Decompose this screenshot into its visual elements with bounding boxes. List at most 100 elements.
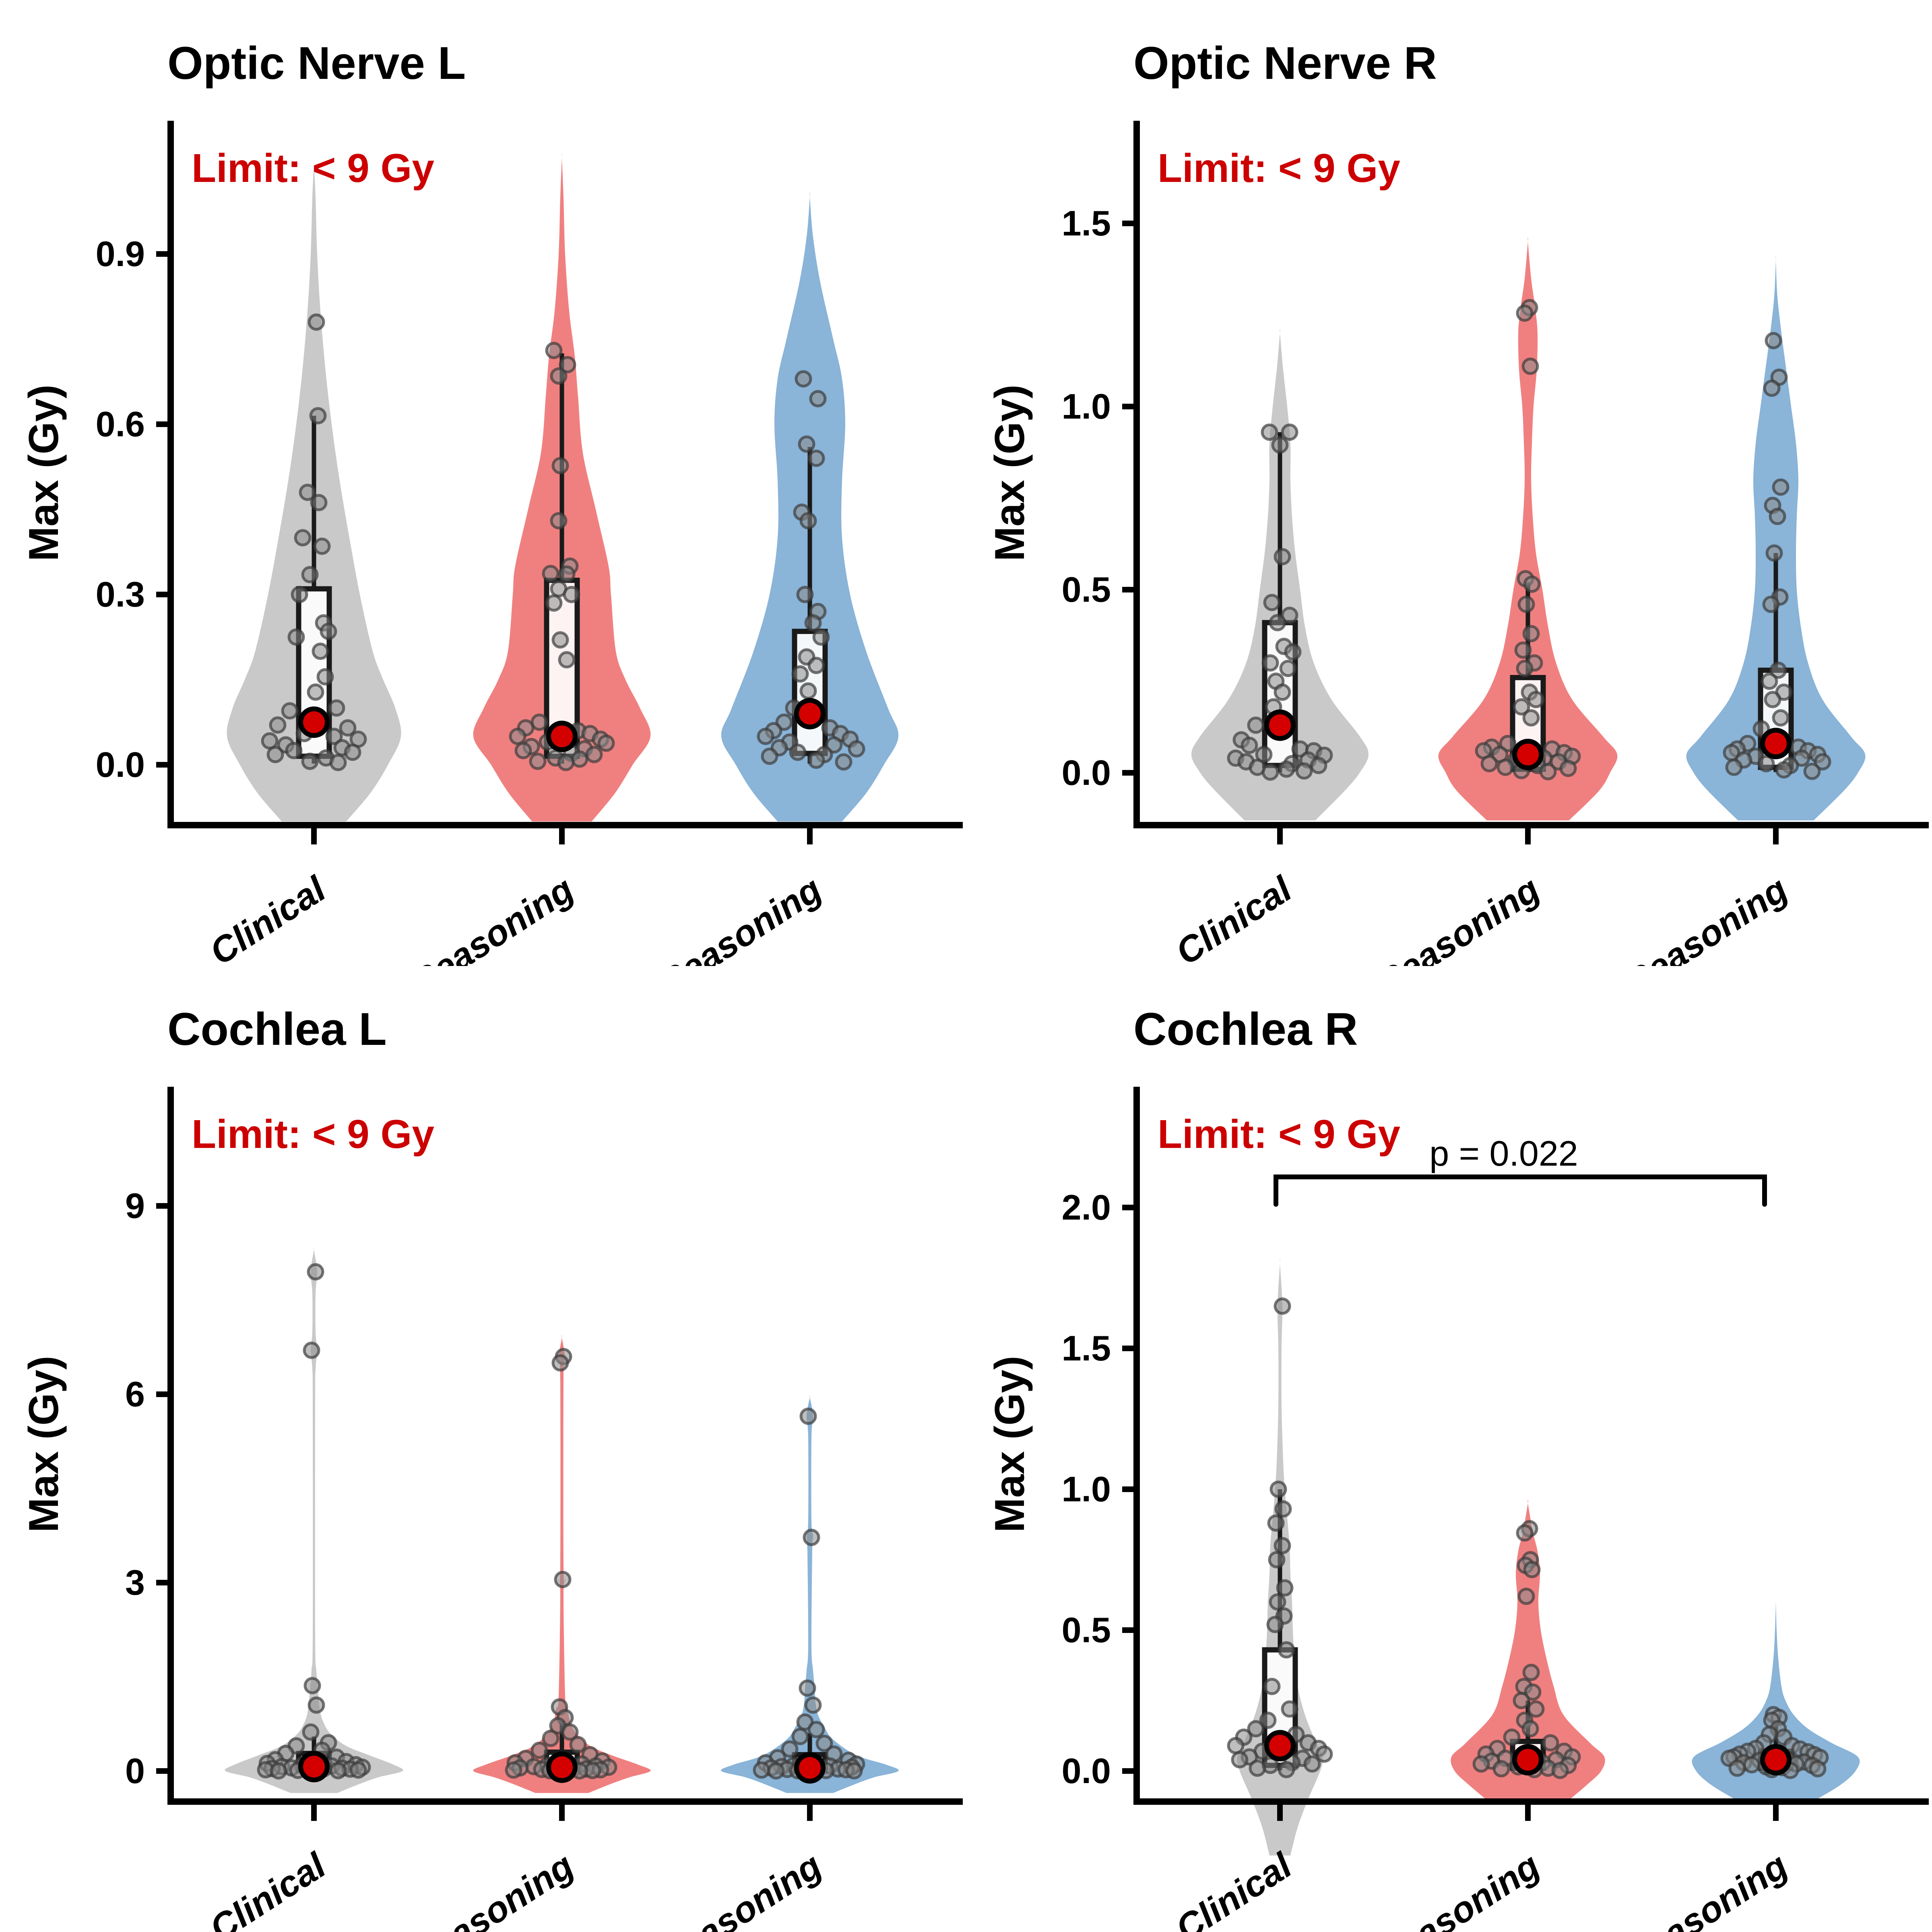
jitter-point (558, 651, 576, 669)
jitter-point (1523, 575, 1541, 593)
jitter-point (781, 1740, 799, 1758)
jitter-point (1521, 1720, 1539, 1738)
jitter-point (302, 1723, 320, 1741)
jitter-point (329, 753, 347, 771)
jitter-point (270, 1762, 287, 1780)
jitter-point (1278, 1761, 1295, 1778)
y-tick-label: 0.0 (96, 745, 145, 784)
y-tick-label: 0.5 (1062, 1610, 1111, 1650)
jitter-point (308, 1696, 325, 1714)
jitter-point (294, 529, 312, 547)
jitter-point (799, 1679, 816, 1697)
mean-dot-reasoning (1760, 1744, 1792, 1775)
jitter-point (349, 1761, 367, 1779)
jitter-point (299, 483, 316, 501)
violin-reasoning (1686, 255, 1866, 821)
jitter-point (545, 594, 563, 612)
jitter-point (1527, 1700, 1545, 1718)
jitter-point (1762, 595, 1780, 613)
jitter-point (1295, 762, 1313, 780)
jitter-point (1268, 1551, 1286, 1569)
jitter-point (1524, 1683, 1542, 1701)
y-tick-label: 6 (125, 1374, 145, 1414)
jitter-point (789, 743, 807, 761)
jitter-point (807, 450, 825, 467)
y-tick-label: 0.6 (96, 404, 145, 444)
jitter-point (1303, 1755, 1321, 1773)
jitter-point (1769, 508, 1786, 525)
jitter-point (1522, 709, 1540, 727)
jitter-point (1492, 1760, 1510, 1777)
jitter-point (1527, 691, 1545, 708)
mean-dot-clinical (1264, 1730, 1296, 1761)
x-tick-label-reasoning: Reasoning (652, 869, 829, 966)
jitter-point (812, 628, 830, 646)
y-tick-label: 0.0 (1062, 1751, 1111, 1791)
x-tick-label-clinical: Clinical (1169, 869, 1300, 966)
jitter-point (308, 313, 325, 331)
jitter-point (1772, 709, 1790, 727)
jitter-point (571, 750, 588, 768)
jitter-point (1809, 1760, 1827, 1777)
jitter-point (1274, 1537, 1291, 1554)
jitter-point (1763, 380, 1781, 397)
jitter-point (529, 753, 547, 770)
jitter-point (757, 728, 774, 745)
jitter-point (307, 1263, 324, 1281)
jitter-point (1279, 660, 1297, 677)
jitter-point (807, 1721, 825, 1738)
y-axis-title: Max (Gy) (21, 1356, 67, 1532)
jitter-point (542, 565, 559, 582)
x-tick-label-non-reasoning: Non-Reasoning (334, 869, 581, 966)
y-tick-label: 2.0 (1062, 1187, 1111, 1227)
jitter-point (1514, 641, 1532, 659)
jitter-point (835, 753, 852, 771)
jitter-point (1516, 1524, 1534, 1542)
jitter-point (551, 457, 569, 475)
x-tick-label-clinical: Clinical (1169, 1845, 1300, 1932)
y-tick-label: 1.0 (1062, 386, 1111, 426)
x-tick-label-non-reasoning: Non-Reasoning (1300, 1845, 1547, 1932)
jitter-point (767, 1762, 785, 1780)
y-tick-label: 0 (125, 1751, 145, 1791)
jitter-point (1725, 758, 1743, 776)
x-tick-label-clinical: Clinical (203, 869, 334, 966)
jitter-point (804, 1696, 822, 1714)
jitter-point (1259, 1711, 1277, 1729)
jitter-point (1472, 1755, 1490, 1773)
jitter-point (542, 1730, 559, 1747)
jitter-point (1772, 478, 1790, 496)
jitter-point (303, 1342, 320, 1359)
jitter-point (1516, 304, 1534, 322)
jitter-point (1281, 1700, 1298, 1718)
x-tick-label-reasoning: Reasoning (1618, 869, 1795, 966)
pvalue-label: p = 0.022 (1429, 1133, 1578, 1173)
jitter-point (1310, 757, 1327, 774)
jitter-point (329, 1762, 347, 1779)
jitter-point (1522, 625, 1540, 642)
y-tick-label: 9 (125, 1186, 145, 1226)
jitter-point (1269, 1593, 1286, 1611)
jitter-point (803, 1529, 820, 1546)
jitter-point (514, 742, 532, 760)
jitter-point (530, 1742, 548, 1759)
jitter-point (312, 642, 329, 660)
jitter-point (1247, 1720, 1265, 1738)
jitter-point (550, 367, 568, 385)
jitter-point (1517, 1587, 1535, 1605)
jitter-point (269, 716, 287, 734)
jitter-point (1231, 1751, 1249, 1769)
panel-optic-nerve-l: 0.0 0.3 0.6 0.9 Clinical Non-Reasoning Reasoni… (0, 0, 966, 966)
panel-title: Optic Nerve R (1133, 38, 1437, 89)
violin-non-reasoning (1438, 237, 1618, 821)
jitter-point (1261, 423, 1278, 441)
jitter-point (1263, 1678, 1281, 1695)
jitter-point (569, 1736, 587, 1753)
y-tick-label: 1.0 (1062, 1469, 1111, 1509)
panel-optic-nerve-r: 0.0 0.5 1.0 1.5 Clinical Non-Reasoning Reasoni… (966, 0, 1932, 966)
jitter-point (1765, 332, 1782, 349)
jitter-point (309, 407, 327, 425)
jitter-point (1278, 760, 1295, 778)
mean-dot-clinical (1264, 709, 1296, 741)
